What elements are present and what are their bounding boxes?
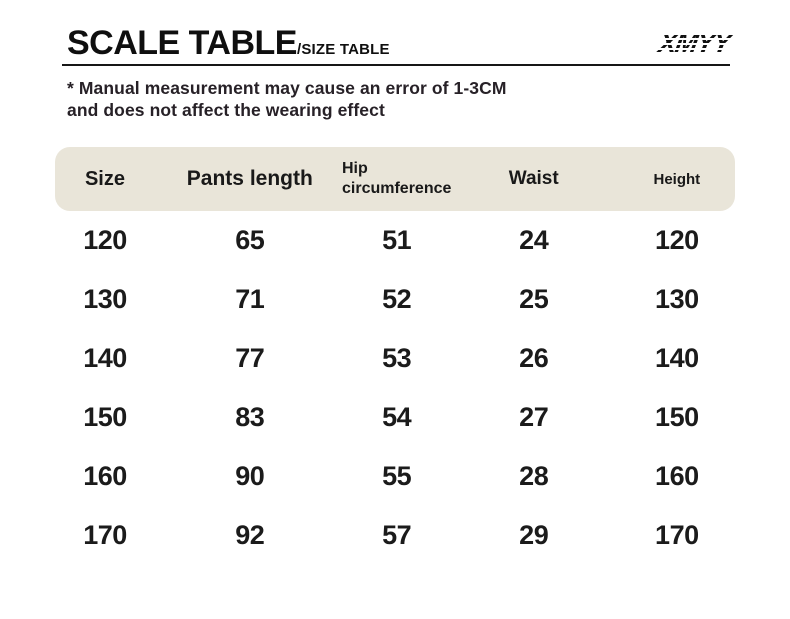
- measurement-note-line2: and does not affect the wearing effect: [67, 100, 385, 121]
- cell-waist: 27: [519, 402, 549, 433]
- cell-waist: 26: [519, 343, 549, 374]
- table-row: 140 77 53 26 140: [55, 329, 735, 388]
- cell-size: 140: [83, 343, 127, 374]
- cell-waist: 29: [519, 520, 549, 551]
- column-header-hip-circumference-label: Hip circumference: [342, 160, 452, 198]
- title-group: SCALE TABLE /SIZE TABLE: [67, 26, 390, 60]
- cell-height: 170: [655, 520, 699, 551]
- column-header-height-label: Height: [653, 170, 701, 188]
- table-body: 120 65 51 24 120 130 71 52 25 130 140 77…: [55, 211, 735, 565]
- cell-size: 130: [83, 284, 127, 315]
- cell-pants-length: 83: [235, 402, 265, 433]
- cell-hip-circumference: 51: [382, 225, 412, 256]
- cell-hip-circumference: 52: [382, 284, 412, 315]
- cell-size: 120: [83, 225, 127, 256]
- page-title: SCALE TABLE: [67, 24, 297, 62]
- cell-pants-length: 92: [235, 520, 265, 551]
- cell-height: 130: [655, 284, 699, 315]
- cell-height: 120: [655, 225, 699, 256]
- cell-height: 160: [655, 461, 699, 492]
- cell-size: 150: [83, 402, 127, 433]
- column-header-hip-circumference: Hip circumference: [342, 159, 452, 199]
- column-header-size: Size: [55, 168, 155, 191]
- table-row: 120 65 51 24 120: [55, 211, 735, 270]
- cell-hip-circumference: 57: [382, 520, 412, 551]
- cell-hip-circumference: 55: [382, 461, 412, 492]
- measurement-note-line1: * Manual measurement may cause an error …: [67, 78, 507, 98]
- table-row: 160 90 55 28 160: [55, 447, 735, 506]
- cell-waist: 25: [519, 284, 549, 315]
- cell-pants-length: 65: [235, 225, 265, 256]
- table-header-row: Size Pants length Hip circumference Wais…: [55, 147, 735, 212]
- measurement-note: * Manual measurement may cause an error …: [67, 77, 790, 121]
- cell-size: 160: [83, 461, 127, 492]
- cell-height: 150: [655, 402, 699, 433]
- column-header-height: Height: [619, 171, 735, 188]
- header-divider: [62, 64, 730, 66]
- cell-pants-length: 77: [235, 343, 265, 374]
- cell-hip-circumference: 54: [382, 402, 412, 433]
- size-chart-page: SCALE TABLE /SIZE TABLE XMYY * Manual me…: [0, 26, 790, 619]
- cell-size: 170: [83, 520, 127, 551]
- cell-pants-length: 90: [235, 461, 265, 492]
- column-header-pants-length: Pants length: [155, 167, 345, 191]
- brand-logo: XMYY: [656, 28, 733, 58]
- cell-hip-circumference: 53: [382, 343, 412, 374]
- table-row: 170 92 57 29 170: [55, 506, 735, 565]
- column-header-waist: Waist: [449, 168, 619, 190]
- page-subtitle: /SIZE TABLE: [296, 41, 390, 58]
- cell-waist: 28: [519, 461, 549, 492]
- column-header-size-label: Size: [84, 167, 125, 190]
- cell-pants-length: 71: [235, 284, 265, 315]
- header-row: SCALE TABLE /SIZE TABLE XMYY: [67, 26, 733, 60]
- cell-waist: 24: [519, 225, 549, 256]
- column-header-pants-length-label: Pants length: [186, 167, 313, 191]
- table-row: 130 71 52 25 130: [55, 270, 735, 329]
- column-header-waist-label: Waist: [508, 168, 559, 190]
- table-row: 150 83 54 27 150: [55, 388, 735, 447]
- cell-height: 140: [655, 343, 699, 374]
